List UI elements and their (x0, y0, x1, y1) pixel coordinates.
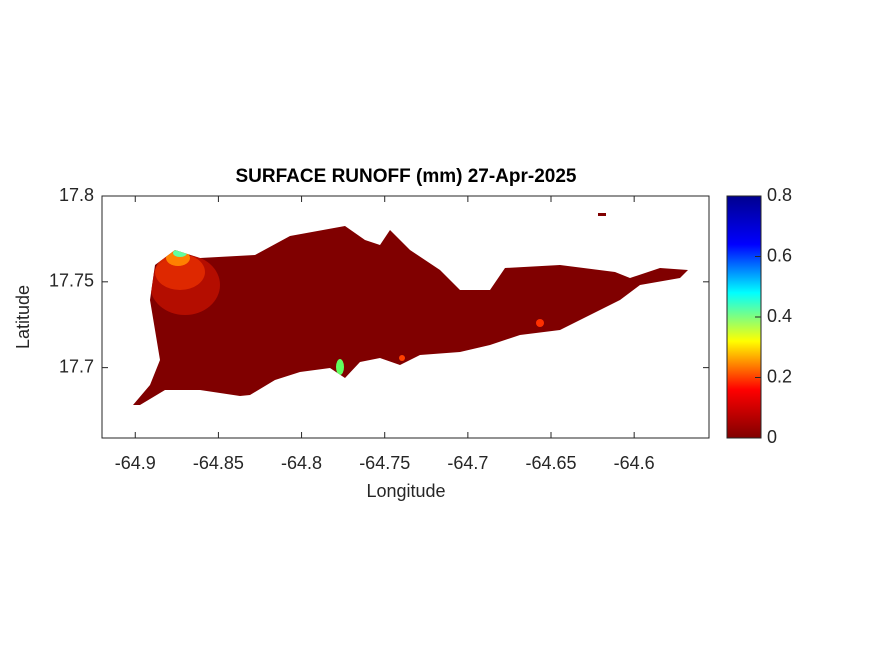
x-tick-label: -64.85 (193, 453, 244, 473)
colorbar-tick-label: 0.8 (767, 185, 792, 205)
hot-spots (150, 249, 544, 375)
x-axis-label: Longitude (366, 481, 445, 501)
x-tick-label: -64.9 (115, 453, 156, 473)
runoff-field (133, 213, 688, 405)
y-axis-label: Latitude (13, 285, 33, 349)
y-tick-label: 17.8 (59, 185, 94, 205)
x-tick-label: -64.75 (359, 453, 410, 473)
y-tick-label: 17.75 (49, 271, 94, 291)
y-tick-label: 17.7 (59, 356, 94, 376)
land-area (133, 226, 688, 405)
colorbar-tick-label: 0.4 (767, 306, 792, 326)
colorbar-tick-label: 0.6 (767, 245, 792, 265)
x-tick-label: -64.7 (447, 453, 488, 473)
chart-title: SURFACE RUNOFF (mm) 27-Apr-2025 (236, 166, 577, 187)
colorbar-tick-label: 0 (767, 427, 777, 447)
x-tick-label: -64.6 (614, 453, 655, 473)
x-tick-label: -64.65 (525, 453, 576, 473)
colorbar-tick-label: 0.2 (767, 366, 792, 386)
axes-box (101, 195, 710, 439)
x-tick-label: -64.8 (281, 453, 322, 473)
